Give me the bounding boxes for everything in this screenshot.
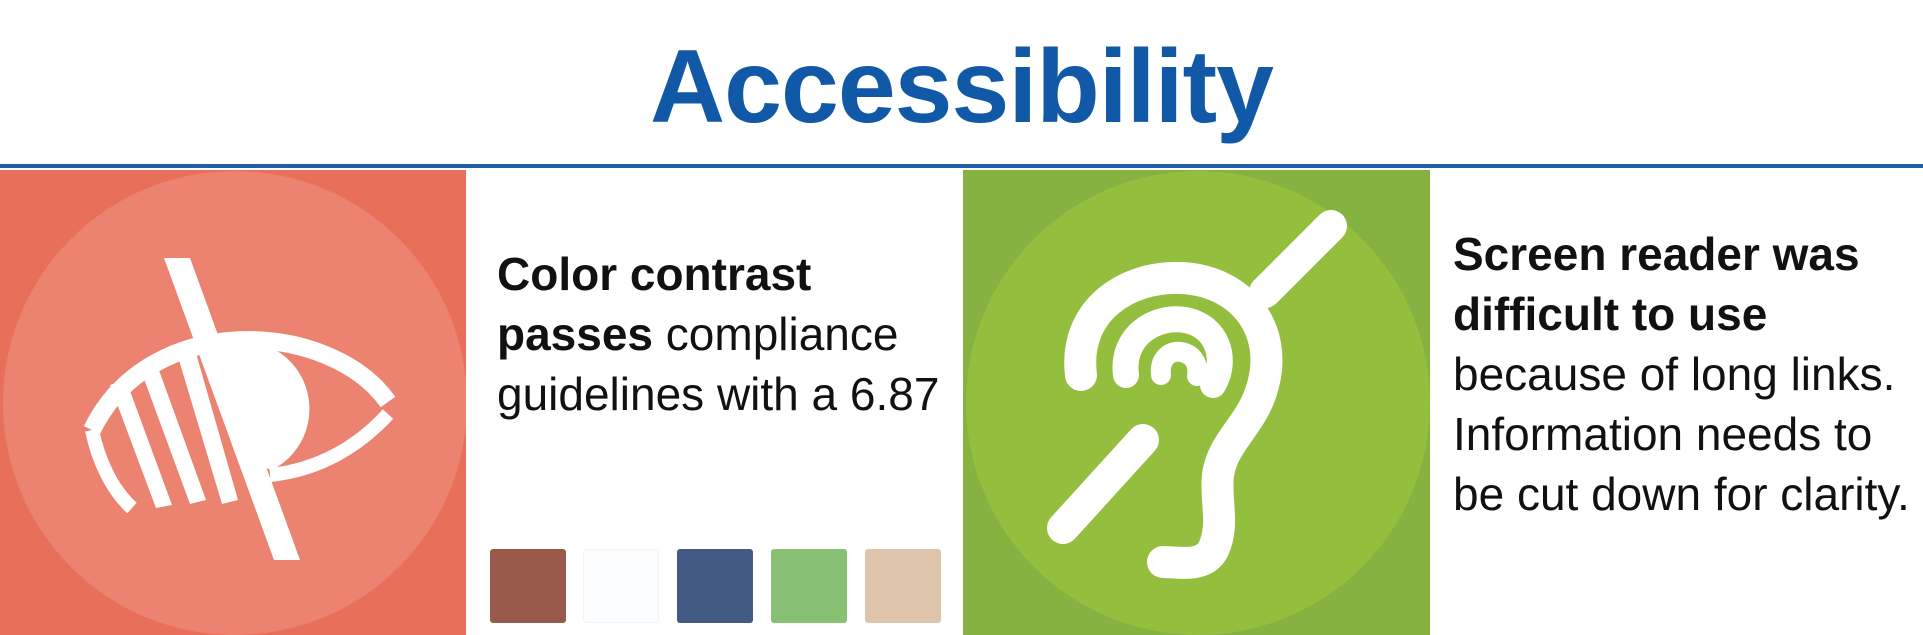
hearing-impaired-panel xyxy=(963,170,1430,635)
screen-reader-description-bold: Screen reader was difficult to use xyxy=(1453,228,1860,340)
header-divider xyxy=(0,164,1923,168)
palette-swatch-2 xyxy=(583,549,659,623)
contrast-description-rest: compliance guidelines with a 6.87 xyxy=(497,308,940,420)
palette-swatch-4 xyxy=(771,549,847,623)
low-vision-icon xyxy=(3,171,466,635)
page-title: Accessibility xyxy=(650,29,1274,145)
palette-swatch-5 xyxy=(865,549,941,623)
palette-swatch-3 xyxy=(677,549,753,623)
palette-swatch-1 xyxy=(490,549,566,623)
color-palette xyxy=(490,549,960,623)
hearing-impaired-icon xyxy=(966,171,1430,635)
contrast-description: Color contrast passes compliance guideli… xyxy=(497,244,952,424)
contrast-description-bold: Color contrast passes xyxy=(497,248,812,360)
screen-reader-description-rest: because of long links. Information needs… xyxy=(1453,348,1910,520)
low-vision-panel xyxy=(0,170,466,635)
screen-reader-description: Screen reader was difficult to use becau… xyxy=(1453,224,1913,524)
